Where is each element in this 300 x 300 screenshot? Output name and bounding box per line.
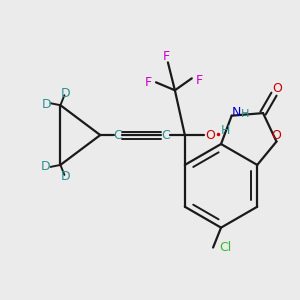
Text: F: F — [144, 76, 152, 89]
Text: D: D — [61, 170, 70, 183]
Text: O: O — [205, 129, 215, 142]
Text: D: D — [42, 98, 51, 111]
Text: H: H — [221, 124, 230, 136]
Text: C: C — [162, 129, 170, 142]
Text: H: H — [241, 109, 249, 119]
Text: N: N — [232, 106, 242, 119]
Text: O: O — [272, 82, 282, 94]
Text: F: F — [196, 74, 203, 87]
Text: Cl: Cl — [219, 241, 231, 254]
Text: O: O — [272, 129, 281, 142]
Text: D: D — [61, 87, 70, 100]
Text: D: D — [41, 160, 50, 173]
Text: F: F — [162, 50, 169, 63]
Text: C: C — [113, 129, 122, 142]
